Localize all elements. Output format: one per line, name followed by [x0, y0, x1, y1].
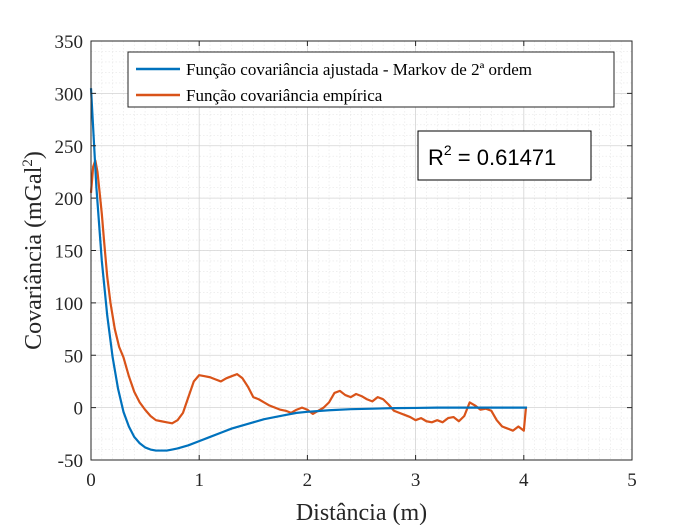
tick-marks — [90, 40, 633, 461]
y-tick-label: 300 — [55, 84, 84, 105]
y-axis-title-suffix: ) — [21, 151, 47, 159]
r-squared-value: = 0.61471 — [452, 145, 557, 170]
series-layer — [89, 88, 528, 452]
r-squared-base: R — [428, 145, 444, 170]
y-tick-label: 0 — [74, 399, 84, 420]
r-squared-box — [417, 130, 592, 181]
series-empirical-line — [89, 159, 528, 432]
x-tick-label: 4 — [519, 470, 529, 491]
r-squared-annotation: R2 = 0.61471 — [417, 130, 592, 181]
r-squared-sup: 2 — [444, 142, 452, 158]
x-tick-label: 3 — [411, 470, 421, 491]
x-tick-label: 1 — [194, 470, 204, 491]
y-tick-label: 50 — [64, 346, 83, 367]
x-axis-title: Distância (m) — [296, 500, 427, 525]
y-axis-title: Covariância (mGal2) — [20, 151, 47, 350]
series-fitted-line — [89, 88, 528, 452]
x-tick-label: 2 — [303, 470, 313, 491]
legend-label-fitted: Função covariância ajustada - Markov de … — [186, 60, 532, 79]
y-tick-label: 350 — [55, 32, 84, 53]
x-tick-label: 5 — [627, 470, 637, 491]
y-tick-label: -50 — [58, 451, 83, 472]
x-tick-label: 0 — [86, 470, 96, 491]
y-tick-labels: -50 0 50 100 150 200 250 300 350 — [55, 32, 84, 472]
y-tick-label: 150 — [55, 242, 84, 263]
r-squared-text: R2 = 0.61471 — [428, 142, 556, 170]
legend: Função covariância ajustada - Markov de … — [127, 51, 615, 108]
y-tick-label: 200 — [55, 189, 84, 210]
y-tick-label: 250 — [55, 137, 84, 158]
y-axis-title-sup: 2 — [20, 159, 36, 167]
x-tick-labels: 0 1 2 3 4 5 — [86, 470, 637, 491]
legend-label-empirical: Função covariância empírica — [186, 86, 383, 105]
legend-box — [127, 51, 615, 108]
y-axis-title-prefix: Covariância (mGal — [21, 166, 47, 350]
y-tick-label: 100 — [55, 294, 84, 315]
